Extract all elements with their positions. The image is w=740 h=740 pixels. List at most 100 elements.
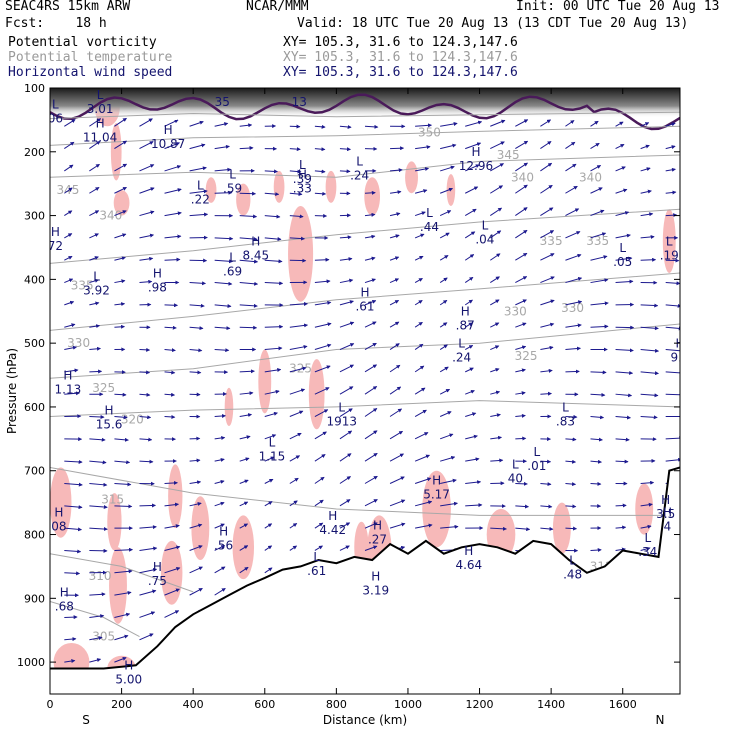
wind-vector [490,185,504,194]
pv-extremum-H: H [251,234,260,248]
wind-vector [490,368,500,373]
top-contour-label: 35 [215,95,230,109]
pv-patch [635,483,654,535]
wind-vector [540,459,552,464]
wind-vector [390,146,405,151]
wind-vector [89,658,102,663]
wind-vector [640,234,655,239]
pv-patch [232,515,255,580]
pv-extremum-value: .04 [475,233,494,247]
wind-vector [414,500,433,507]
wind-vector [640,502,653,507]
wind-vector [139,187,155,194]
wind-vector [615,279,634,284]
wind-vector [415,167,430,172]
pv-extremum-value: .44 [420,220,439,234]
wind-vector [114,634,129,641]
pv-extremum-L: L [313,550,320,564]
wind-vector [139,256,154,261]
wind-vector [239,325,258,330]
wind-vector [64,300,75,306]
pv-extremum-value: 40 [508,472,523,486]
wind-vector [214,259,234,264]
wind-vector [114,302,126,307]
pv-extremum-value: .56 [214,539,233,553]
wind-vector [565,526,578,531]
wind-vector [615,348,634,353]
wind-vector [64,345,77,351]
wind-vector [139,437,153,442]
pv-extremum-value: .98 [148,280,167,294]
wind-vector [239,457,250,462]
wind-vector [540,230,555,239]
pv-extremum-value: 1913 [326,414,357,428]
wind-vector [540,253,555,261]
wind-vector [89,301,100,306]
wind-vector [414,365,425,373]
wind-vector [389,212,401,217]
wind-vector [540,119,552,127]
wind-vector [415,523,433,529]
field-wind-xy: XY= 105.3, 31.6 to 124.3,147.6 [283,65,518,80]
wind-vector [440,455,456,462]
wind-vector [214,304,232,309]
wind-vector [114,590,132,596]
wind-vector [164,545,181,551]
y-tick-label: 600 [24,401,45,414]
wind-vector [615,415,631,420]
wind-vector [590,278,609,284]
pv-extremum-L: L [569,553,576,567]
wind-vector [264,237,282,242]
wind-vector [440,165,455,172]
wind-vector [314,257,330,262]
wind-vector [389,453,405,462]
y-tick-label: 100 [24,82,45,95]
wind-vector [439,277,448,283]
wind-vector [264,214,281,219]
wind-vector [540,141,552,150]
wind-vector [339,408,353,417]
wind-vector [239,369,255,374]
wind-vector [339,476,351,484]
wind-vector [389,476,405,484]
theta-label: 320 [121,413,144,427]
wind-vector [114,547,134,552]
pv-extremum-L: L [533,445,540,459]
wind-vector [414,233,425,239]
wind-vector [114,140,128,150]
wind-vector [139,347,151,352]
wind-vector [615,525,627,530]
wind-vector [515,322,527,328]
pv-patch [364,177,381,216]
wind-vector [164,142,181,150]
wind-vector [189,458,201,463]
theta-label: 335 [540,234,563,248]
wind-vector [264,368,282,373]
wind-vector [139,459,154,464]
wind-vector [264,478,274,484]
wind-vector [615,547,626,552]
wind-vector [264,501,273,507]
wind-vector [89,233,99,239]
wind-vector [89,256,99,261]
wind-vector [64,210,73,217]
wind-vector [339,499,351,507]
wind-vector [189,326,204,331]
wind-vector [264,434,277,440]
wind-vector [465,457,480,462]
wind-vector [189,370,202,375]
wind-vector [515,276,528,283]
pv-extremum-L: L [619,241,626,255]
wind-vector [89,140,101,150]
wind-vector [164,588,180,596]
pv-extremum-value: 8.45 [242,248,269,262]
wind-vector [239,259,259,264]
wind-vector [540,162,553,172]
wind-vector [139,415,152,420]
wind-vector [114,186,128,194]
wind-vector [114,656,127,663]
pv-patch [288,206,314,302]
theta-label: 345 [497,148,520,162]
pv-extremum-value: .75 [148,574,167,588]
wind-vector [164,348,176,353]
